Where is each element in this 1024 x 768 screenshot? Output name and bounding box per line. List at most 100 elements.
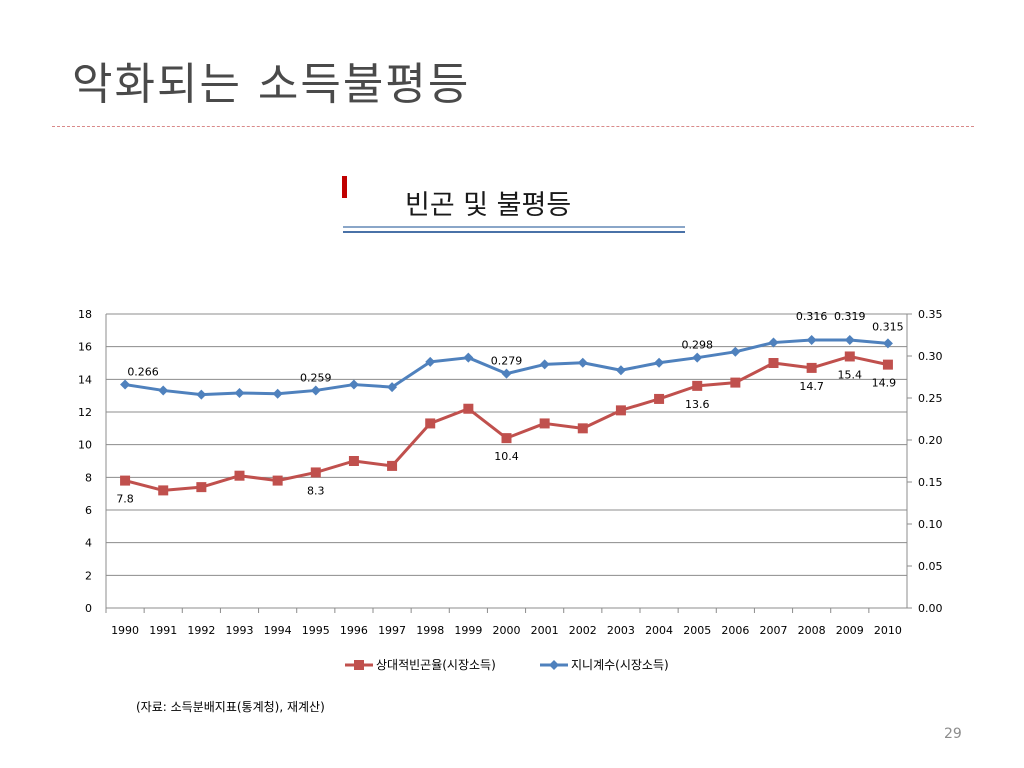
data-point-diamond [654, 357, 665, 368]
data-label: 0.316 [796, 310, 828, 323]
x-tick-label: 1995 [302, 624, 330, 637]
data-point-square [234, 470, 245, 481]
y-left-tick-label: 4 [85, 537, 92, 550]
data-point-diamond [348, 379, 359, 390]
data-point-square [387, 460, 398, 471]
y-right-tick-label: 0.10 [918, 518, 943, 531]
data-point-square [120, 475, 131, 486]
data-point-diamond [158, 385, 169, 396]
data-point-diamond [577, 357, 588, 368]
data-point-square [730, 377, 741, 388]
data-label: 0.319 [834, 310, 866, 323]
data-label: 10.4 [494, 450, 519, 463]
y-right-tick-label: 0.25 [918, 392, 943, 405]
data-label: 13.6 [685, 398, 710, 411]
y-left-tick-label: 18 [78, 308, 92, 321]
axes [105, 313, 912, 613]
y-right-tick-label: 0.30 [918, 350, 943, 363]
data-point-diamond [463, 352, 474, 363]
data-point-diamond [234, 387, 245, 398]
y-left-tick-label: 2 [85, 569, 92, 582]
data-point-square [654, 393, 665, 404]
data-point-diamond [196, 389, 207, 400]
data-point-diamond [615, 365, 626, 376]
y-left-tick-label: 8 [85, 471, 92, 484]
y-right-tick-label: 0.00 [918, 602, 943, 615]
x-tick-label: 1992 [187, 624, 215, 637]
data-point-diamond [501, 368, 512, 379]
x-tick-label: 2003 [607, 624, 635, 637]
data-label: 0.315 [872, 320, 904, 333]
legend-label: 지니계수(시장소득) [571, 658, 669, 672]
y-left-tick-label: 14 [78, 373, 92, 386]
data-point-square [196, 482, 207, 493]
data-point-diamond [844, 335, 855, 346]
data-point-diamond [692, 352, 703, 363]
x-tick-label: 2007 [760, 624, 788, 637]
x-tick-label: 1998 [416, 624, 444, 637]
data-labels: 7.8 8.3 10.4 13.6 14.7 15.4 14.9 0.266 0.259 0.27… [116, 310, 903, 506]
x-tick-label: 2006 [721, 624, 749, 637]
x-tick-label: 2010 [874, 624, 902, 637]
series-layer [120, 335, 893, 496]
data-label: 15.4 [838, 368, 863, 381]
x-tick-label: 2009 [836, 624, 864, 637]
data-point-diamond [806, 335, 817, 346]
tick-labels: 0 2 4 6 8 10 12 14 16 18 0.00 0.05 0.10 0.15 0.20 0.25 0… [78, 308, 943, 637]
y-left-tick-label: 10 [78, 439, 92, 452]
slide-title: 악화되는 소득불평등 [72, 59, 471, 110]
y-right-tick-label: 0.05 [918, 560, 943, 573]
data-point-diamond [882, 338, 893, 349]
data-label: 8.3 [307, 484, 325, 497]
data-point-diamond [120, 379, 131, 390]
x-tick-label: 2002 [569, 624, 597, 637]
y-right-tick-label: 0.15 [918, 476, 943, 489]
x-tick-label: 1999 [454, 624, 482, 637]
legend-marker-square [354, 660, 364, 670]
subtitle-bullet [342, 176, 347, 198]
x-tick-label: 2005 [683, 624, 711, 637]
x-tick-label: 1993 [226, 624, 254, 637]
data-point-diamond [310, 385, 321, 396]
data-point-diamond [272, 388, 283, 399]
chart-subtitle: 빈곤 및 불평등 [405, 190, 572, 221]
data-point-square [768, 358, 779, 368]
data-point-square [158, 485, 169, 496]
y-left-tick-label: 6 [85, 504, 92, 517]
data-label: 0.298 [681, 339, 713, 352]
data-point-square [882, 359, 893, 370]
data-point-diamond [768, 337, 779, 348]
x-tick-label: 1997 [378, 624, 406, 637]
x-tick-label: 2000 [493, 624, 521, 637]
data-point-diamond [539, 359, 550, 370]
data-point-square [425, 418, 436, 429]
data-label: 7.8 [116, 493, 134, 506]
x-tick-label: 2001 [531, 624, 559, 637]
data-label: 14.9 [872, 377, 897, 390]
x-tick-label: 1991 [149, 624, 177, 637]
data-point-square [615, 405, 626, 416]
data-point-square [844, 351, 855, 362]
data-point-diamond [425, 356, 436, 367]
data-point-square [463, 403, 474, 414]
x-tick-label: 1996 [340, 624, 368, 637]
data-point-square [272, 475, 283, 486]
data-label: 0.266 [127, 366, 159, 379]
x-tick-label: 1990 [111, 624, 139, 637]
data-point-square [806, 362, 817, 373]
legend: 상대적빈곤율(시장소득) 지니계수(시장소득) [345, 658, 669, 672]
gridlines [106, 313, 907, 609]
title-divider [52, 126, 974, 127]
data-point-square [577, 423, 588, 434]
data-point-square [539, 418, 550, 429]
legend-label: 상대적빈곤율(시장소득) [376, 658, 496, 672]
data-point-diamond [387, 382, 398, 393]
page-number: 29 [944, 726, 962, 742]
data-point-square [501, 433, 512, 444]
y-left-tick-label: 0 [85, 602, 92, 615]
data-label: 14.7 [799, 380, 824, 393]
x-tick-label: 1994 [264, 624, 292, 637]
y-left-tick-label: 12 [78, 406, 92, 419]
y-right-tick-label: 0.20 [918, 434, 943, 447]
